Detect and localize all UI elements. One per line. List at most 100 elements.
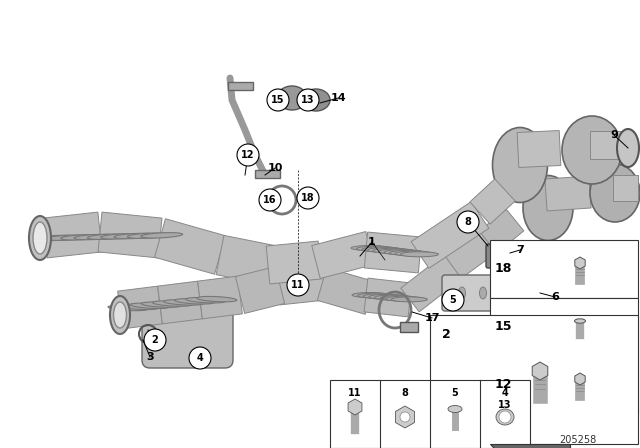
- Polygon shape: [545, 176, 591, 211]
- Ellipse shape: [110, 296, 130, 334]
- Text: 11: 11: [348, 388, 362, 398]
- Ellipse shape: [302, 89, 330, 111]
- Ellipse shape: [108, 305, 148, 311]
- Ellipse shape: [100, 233, 143, 239]
- Ellipse shape: [47, 235, 90, 241]
- Polygon shape: [154, 219, 225, 274]
- Ellipse shape: [496, 409, 514, 425]
- Ellipse shape: [175, 299, 214, 304]
- Circle shape: [287, 274, 309, 296]
- Ellipse shape: [74, 234, 116, 240]
- Ellipse shape: [127, 233, 170, 238]
- Ellipse shape: [374, 295, 410, 300]
- Circle shape: [259, 189, 281, 211]
- Ellipse shape: [617, 129, 639, 167]
- Circle shape: [237, 144, 259, 166]
- Ellipse shape: [113, 302, 127, 328]
- Text: 4: 4: [196, 353, 204, 363]
- Polygon shape: [157, 281, 202, 324]
- Circle shape: [297, 89, 319, 111]
- Ellipse shape: [395, 251, 433, 256]
- Ellipse shape: [61, 235, 102, 240]
- Polygon shape: [312, 232, 374, 279]
- Ellipse shape: [114, 233, 156, 239]
- Bar: [490, 356, 638, 414]
- Ellipse shape: [33, 222, 47, 254]
- Circle shape: [442, 289, 464, 311]
- Text: 5: 5: [450, 295, 456, 305]
- Polygon shape: [411, 202, 489, 268]
- Text: 12: 12: [495, 379, 513, 392]
- Bar: [490, 298, 638, 356]
- Ellipse shape: [367, 248, 406, 253]
- Bar: [490, 240, 638, 298]
- Ellipse shape: [523, 176, 573, 241]
- Ellipse shape: [458, 287, 465, 299]
- Bar: [430, 315, 638, 444]
- Text: 11: 11: [291, 280, 305, 290]
- Polygon shape: [364, 278, 412, 317]
- Polygon shape: [98, 212, 162, 258]
- Text: 3: 3: [146, 352, 154, 362]
- Text: 1: 1: [368, 237, 376, 247]
- Ellipse shape: [369, 294, 405, 299]
- Text: 12: 12: [241, 150, 255, 160]
- Text: 18: 18: [495, 263, 513, 276]
- Text: 2: 2: [152, 335, 158, 345]
- Ellipse shape: [590, 164, 640, 222]
- Text: 8: 8: [401, 388, 408, 398]
- Ellipse shape: [358, 293, 394, 298]
- Circle shape: [499, 411, 511, 423]
- Bar: [400, 322, 418, 332]
- Ellipse shape: [575, 319, 586, 323]
- Ellipse shape: [88, 234, 129, 239]
- Ellipse shape: [141, 302, 181, 307]
- Polygon shape: [118, 286, 163, 329]
- Text: 6: 6: [551, 292, 559, 302]
- Ellipse shape: [522, 287, 529, 299]
- Polygon shape: [236, 267, 285, 314]
- Text: 17: 17: [424, 313, 440, 323]
- Polygon shape: [445, 228, 499, 278]
- Ellipse shape: [493, 128, 547, 202]
- Ellipse shape: [380, 296, 416, 301]
- FancyBboxPatch shape: [142, 297, 233, 368]
- Ellipse shape: [277, 86, 307, 110]
- Ellipse shape: [197, 297, 237, 302]
- Ellipse shape: [186, 297, 226, 303]
- Bar: [255, 170, 280, 178]
- Ellipse shape: [152, 301, 193, 306]
- Text: 16: 16: [263, 195, 276, 205]
- Ellipse shape: [362, 247, 400, 252]
- Circle shape: [144, 329, 166, 351]
- Ellipse shape: [356, 246, 394, 251]
- FancyBboxPatch shape: [442, 275, 543, 311]
- Polygon shape: [590, 131, 625, 159]
- Ellipse shape: [378, 249, 417, 254]
- Text: 18: 18: [301, 193, 315, 203]
- Circle shape: [457, 211, 479, 233]
- Text: 15: 15: [271, 95, 285, 105]
- Ellipse shape: [164, 300, 204, 305]
- Circle shape: [189, 347, 211, 369]
- Ellipse shape: [119, 304, 159, 310]
- FancyBboxPatch shape: [486, 244, 512, 268]
- Ellipse shape: [351, 246, 389, 250]
- Polygon shape: [317, 267, 375, 314]
- Polygon shape: [517, 130, 561, 168]
- Ellipse shape: [29, 216, 51, 260]
- Polygon shape: [198, 276, 243, 319]
- Text: 8: 8: [465, 217, 472, 227]
- Text: 5: 5: [452, 388, 458, 398]
- Ellipse shape: [390, 250, 428, 255]
- Text: 14: 14: [330, 93, 346, 103]
- Ellipse shape: [386, 296, 422, 301]
- Ellipse shape: [392, 297, 428, 302]
- Ellipse shape: [34, 235, 76, 241]
- Ellipse shape: [479, 287, 486, 299]
- Ellipse shape: [131, 303, 170, 309]
- Ellipse shape: [373, 248, 411, 253]
- Polygon shape: [613, 175, 638, 201]
- Circle shape: [400, 412, 410, 422]
- Polygon shape: [479, 209, 524, 253]
